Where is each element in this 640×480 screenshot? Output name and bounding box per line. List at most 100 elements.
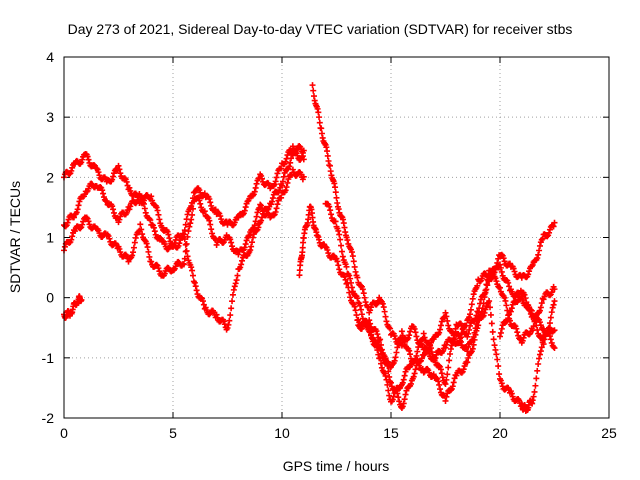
data-point	[225, 321, 232, 328]
data-point	[465, 354, 472, 361]
data-point	[272, 178, 279, 185]
data-point	[443, 341, 450, 348]
data-point	[259, 205, 266, 212]
data-point	[141, 205, 148, 212]
data-point	[336, 266, 343, 273]
data-point	[481, 309, 488, 316]
data-point	[176, 240, 183, 247]
data-point	[153, 261, 160, 268]
data-point	[486, 298, 493, 305]
data-point	[402, 391, 409, 398]
data-point	[139, 231, 146, 238]
data-point	[539, 235, 546, 242]
data-point	[413, 333, 420, 340]
data-point	[344, 237, 351, 244]
data-point	[497, 333, 503, 340]
data-point	[253, 180, 260, 187]
data-point	[443, 376, 450, 383]
data-point	[457, 335, 464, 342]
data-point	[511, 322, 518, 329]
data-point	[385, 368, 392, 375]
data-point	[536, 355, 543, 362]
x-tick-label: 10	[274, 425, 290, 441]
data-point	[198, 294, 205, 301]
data-point	[498, 251, 505, 258]
data-point	[78, 296, 85, 303]
data-point	[76, 198, 83, 205]
data-point	[249, 225, 256, 232]
data-point	[432, 354, 439, 361]
data-point	[249, 239, 256, 246]
data-point	[348, 284, 355, 291]
data-point	[149, 221, 156, 228]
data-point	[333, 194, 340, 201]
data-point	[450, 379, 457, 386]
data-point	[353, 312, 360, 319]
data-point	[109, 176, 116, 183]
data-point	[271, 181, 278, 188]
series-7	[355, 298, 558, 414]
data-point	[415, 344, 422, 351]
data-point	[399, 379, 406, 386]
data-point	[75, 202, 82, 209]
data-point	[316, 119, 323, 126]
data-point	[435, 378, 442, 385]
data-point	[466, 314, 473, 321]
data-point	[186, 223, 193, 230]
data-point	[73, 209, 80, 216]
data-point	[379, 300, 386, 307]
data-point	[516, 294, 523, 301]
data-point	[466, 326, 473, 333]
data-point	[547, 336, 554, 343]
data-point	[215, 209, 222, 216]
data-point	[457, 338, 464, 345]
data-point	[296, 142, 303, 149]
data-point	[368, 331, 375, 338]
data-point	[465, 343, 472, 350]
data-point	[339, 253, 346, 260]
data-point	[273, 205, 280, 212]
data-point	[525, 271, 532, 278]
data-point	[79, 156, 86, 163]
data-point	[427, 345, 434, 352]
data-point	[378, 341, 385, 348]
data-point	[258, 217, 265, 224]
data-point	[401, 372, 408, 379]
data-point	[532, 382, 539, 389]
data-point	[181, 255, 188, 262]
data-point	[279, 178, 286, 185]
x-tick-label: 5	[169, 425, 177, 441]
data-point	[487, 311, 494, 318]
data-point	[510, 265, 517, 272]
data-point	[373, 328, 380, 335]
data-point	[546, 324, 553, 331]
data-point	[538, 236, 545, 243]
data-point	[117, 249, 124, 256]
data-point	[352, 268, 359, 275]
y-tick-label: 1	[46, 230, 54, 246]
data-point	[412, 329, 419, 336]
data-point	[400, 400, 407, 407]
x-tick-label: 20	[492, 425, 508, 441]
data-point	[411, 325, 418, 332]
data-point	[514, 329, 521, 336]
data-point	[444, 317, 451, 324]
data-point	[448, 338, 455, 345]
data-point	[368, 334, 375, 341]
data-point	[138, 193, 145, 200]
data-point	[360, 290, 367, 297]
data-point	[460, 366, 467, 373]
data-point	[442, 309, 449, 316]
data-point	[354, 274, 361, 281]
data-point	[180, 261, 187, 268]
data-point	[497, 264, 504, 271]
data-point	[468, 301, 475, 308]
data-point	[536, 307, 543, 314]
data-point	[382, 355, 389, 362]
data-point	[237, 264, 244, 271]
data-point	[527, 306, 534, 313]
data-point	[537, 334, 544, 341]
data-point	[500, 255, 507, 262]
data-point	[300, 173, 307, 180]
data-point	[355, 299, 362, 306]
